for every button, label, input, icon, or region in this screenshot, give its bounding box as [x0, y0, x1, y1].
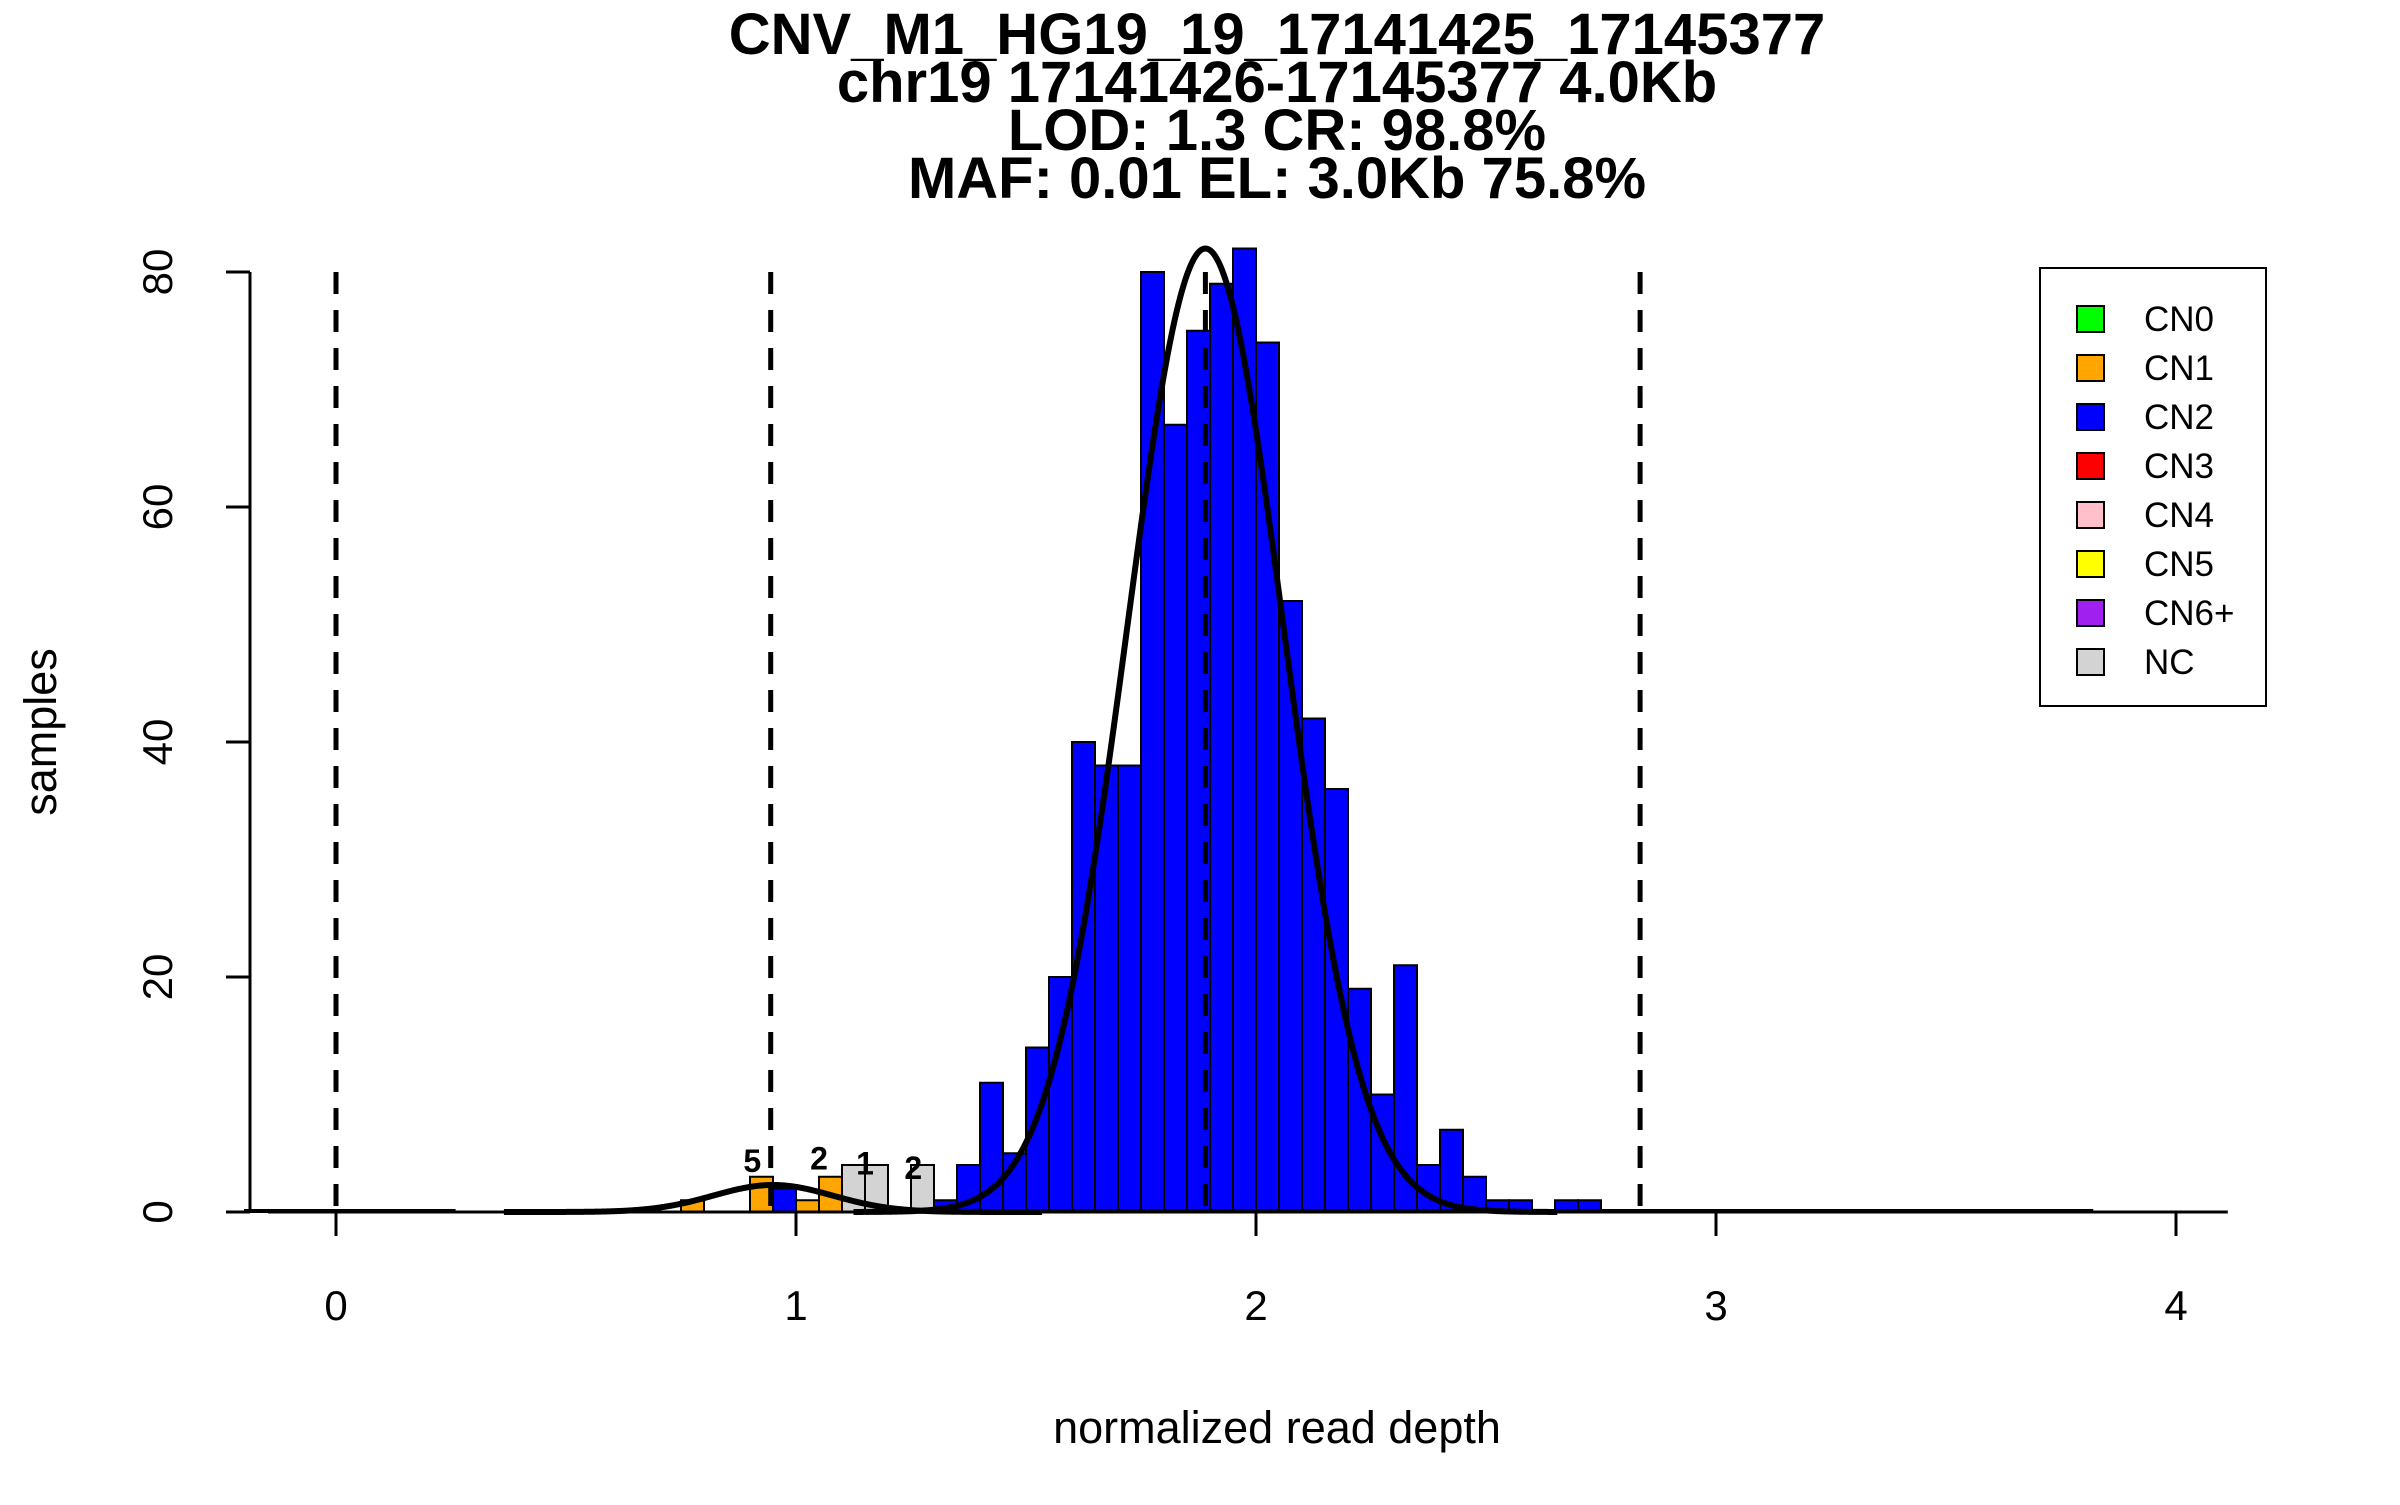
legend-swatch — [2076, 403, 2105, 431]
legend-swatch — [2076, 354, 2105, 382]
y-tick-label: 40 — [134, 719, 181, 766]
y-axis-label: samples — [15, 648, 66, 816]
y-axis: 0 20 40 60 80 — [134, 249, 252, 1224]
legend-label: CN4 — [2144, 496, 2214, 535]
x-axis: 0 1 2 3 4 — [268, 1210, 2228, 1329]
count-label: 1 — [856, 1145, 874, 1181]
histogram-bar — [1117, 764, 1142, 1213]
legend-swatch — [2076, 550, 2105, 578]
histogram-bar — [772, 1187, 797, 1213]
legend-swatch — [2076, 305, 2105, 333]
title-line: chr19 17141426-17145377 4.0Kb — [837, 50, 1717, 115]
legend-label: NC — [2144, 643, 2195, 682]
legend-swatch — [2076, 599, 2105, 627]
x-tick-label: 3 — [1704, 1282, 1727, 1329]
count-label: 5 — [743, 1143, 761, 1179]
y-tick-label: 80 — [134, 249, 181, 296]
legend-label: CN5 — [2144, 545, 2214, 584]
x-tick-label: 2 — [1244, 1282, 1267, 1329]
title-line: MAF: 0.01 EL: 3.0Kb 75.8% — [908, 146, 1646, 211]
x-tick-label: 4 — [2164, 1282, 2187, 1329]
fit-curve — [853, 245, 1558, 1215]
legend-swatch — [2076, 501, 2105, 529]
legend-label: CN6+ — [2144, 594, 2234, 633]
histogram-bar — [795, 1199, 820, 1213]
legend-label: CN2 — [2144, 398, 2214, 437]
y-tick-label: 20 — [134, 954, 181, 1001]
x-tick-label: 1 — [784, 1282, 807, 1329]
x-tick-label: 0 — [324, 1282, 347, 1329]
histogram-bar — [1209, 282, 1234, 1213]
legend-swatch — [2076, 452, 2105, 480]
title-line: LOD: 1.3 CR: 98.8% — [1008, 98, 1546, 163]
y-tick-label: 0 — [134, 1200, 181, 1223]
count-label: 2 — [904, 1150, 922, 1186]
copy-number-threshold-lines — [333, 272, 1643, 1212]
legend-box — [2039, 267, 2267, 707]
histogram-bars — [680, 247, 1602, 1213]
title-line: CNV_M1_HG19_19_17141425_17145377 — [729, 2, 1825, 67]
legend-label: CN3 — [2144, 447, 2214, 486]
histogram-bar — [1163, 423, 1188, 1213]
legend-label: CN0 — [2144, 300, 2214, 339]
legend: CN0 CN1 CN2 CN3 CN4 CN5 CN6+ NC — [2039, 267, 2267, 707]
legend-label: CN1 — [2144, 349, 2214, 388]
count-label: 2 — [810, 1141, 828, 1177]
x-axis-label: normalized read depth — [1053, 1402, 1501, 1453]
legend-swatch — [2076, 648, 2105, 676]
y-tick-label: 60 — [134, 484, 181, 531]
